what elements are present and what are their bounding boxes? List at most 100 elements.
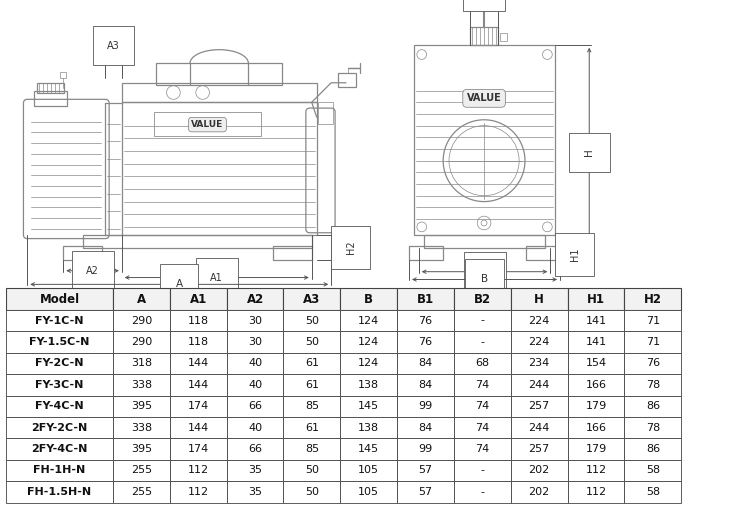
Text: 141: 141 [586,315,607,326]
Bar [317,102,333,124]
Text: H1: H1 [587,292,605,306]
Bar [37,83,64,92]
Bar [454,310,511,331]
Text: 50: 50 [305,315,319,326]
Text: 124: 124 [358,359,380,368]
Bar [284,352,340,374]
Text: 141: 141 [586,337,607,347]
Text: 57: 57 [419,465,433,476]
Text: 68: 68 [476,359,490,368]
Text: FY-4C-N: FY-4C-N [35,401,84,411]
Text: 85: 85 [304,401,319,411]
Text: 58: 58 [646,465,660,476]
Text: 255: 255 [130,465,152,476]
Bar [340,288,398,310]
Text: 118: 118 [188,337,209,347]
Text: 290: 290 [130,315,152,326]
Text: 124: 124 [358,337,380,347]
Text: H2: H2 [346,241,355,254]
Text: 78: 78 [646,423,660,432]
Bar [454,460,511,481]
Bar [63,246,102,260]
Bar [340,438,398,460]
Text: A: A [136,292,146,306]
Text: 395: 395 [130,401,152,411]
Text: A3: A3 [303,292,320,306]
Bar [273,246,312,260]
Text: 138: 138 [358,423,380,432]
Bar [398,331,454,352]
Bar [454,417,511,438]
Text: 257: 257 [529,444,550,454]
Text: 145: 145 [358,444,380,454]
Text: Model: Model [40,292,80,306]
Bar [398,417,454,438]
Bar [625,396,681,417]
Text: 144: 144 [188,359,209,368]
Text: 2FY-4C-N: 2FY-4C-N [32,444,88,454]
Text: 57: 57 [419,487,433,497]
Bar [511,352,568,374]
Text: FY-1.5C-N: FY-1.5C-N [29,337,90,347]
Bar [424,234,545,248]
Bar [340,460,398,481]
Text: 30: 30 [248,315,262,326]
Bar [568,374,625,396]
Bar [226,396,284,417]
Text: 145: 145 [358,401,380,411]
Bar [6,288,113,310]
Text: A1: A1 [190,292,207,306]
Bar [284,374,340,396]
Bar [284,331,340,352]
Text: A2: A2 [86,266,99,275]
Bar [454,331,511,352]
Bar [568,481,625,503]
Bar [454,396,511,417]
Text: 74: 74 [476,444,490,454]
Text: 74: 74 [476,423,490,432]
Text: 61: 61 [305,380,319,390]
Text: 35: 35 [248,465,262,476]
Bar [113,374,170,396]
Bar [511,396,568,417]
Text: 174: 174 [188,444,209,454]
Bar [156,63,283,85]
Text: 74: 74 [476,380,490,390]
Bar [34,91,68,106]
Text: -: - [481,337,484,347]
Bar [170,310,226,331]
Text: 118: 118 [188,315,209,326]
Bar [82,234,312,248]
Bar [625,288,681,310]
Bar [625,374,681,396]
Text: 112: 112 [586,465,607,476]
Text: 112: 112 [586,487,607,497]
Bar [511,310,568,331]
Bar [340,481,398,503]
Text: FY-1C-N: FY-1C-N [35,315,84,326]
Bar [454,352,511,374]
Bar [226,438,284,460]
Bar [454,288,511,310]
Bar [526,246,560,260]
Text: 244: 244 [529,380,550,390]
Text: 50: 50 [305,465,319,476]
Text: FY-2C-N: FY-2C-N [35,359,84,368]
Bar [113,396,170,417]
Bar [511,288,568,310]
Text: 338: 338 [130,423,152,432]
Bar [625,352,681,374]
Bar [122,83,316,102]
Text: 290: 290 [130,337,152,347]
Text: -: - [481,487,484,497]
Bar [340,417,398,438]
Bar [113,481,170,503]
Bar [511,417,568,438]
Bar [226,460,284,481]
Bar [170,288,226,310]
Bar [625,331,681,352]
Text: 234: 234 [529,359,550,368]
Text: H2: H2 [644,292,662,306]
Bar [6,352,113,374]
Bar [340,331,398,352]
